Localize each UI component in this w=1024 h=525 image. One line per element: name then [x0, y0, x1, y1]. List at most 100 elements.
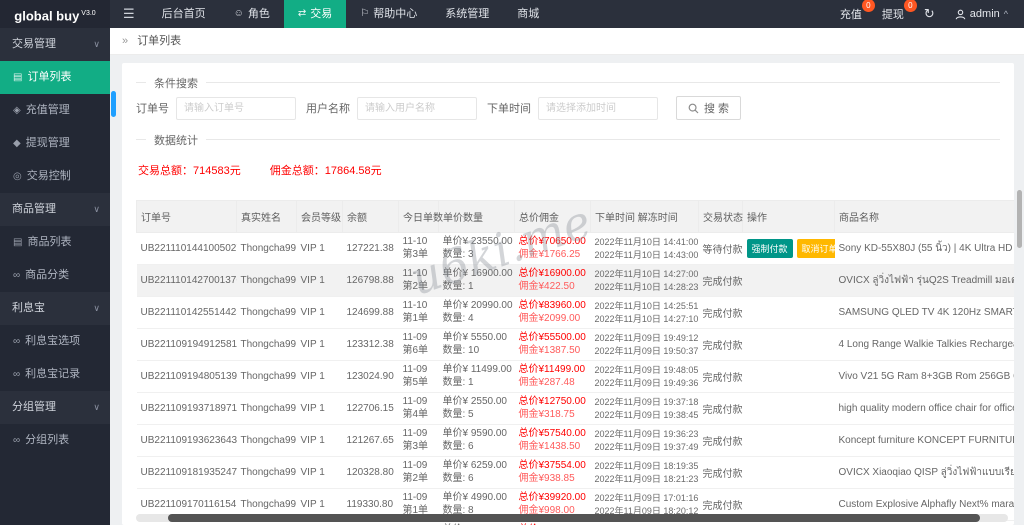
order-seq: 第6单 [402, 344, 429, 356]
real-name-cell: Thongcha99 [236, 520, 297, 525]
stats-line: 交易总额：714583元 佣金总额：17864.58元 [136, 153, 1000, 188]
sidebar-item[interactable]: ◎ 交易控制 [0, 160, 110, 193]
commission: 佣金¥422.50 [518, 280, 575, 292]
unfreeze-time: 2022年11月09日 19:50:37 [594, 345, 699, 356]
top-nav-item[interactable]: 后台首页 [148, 0, 220, 28]
user-name-input[interactable] [357, 96, 477, 120]
actions-cell [742, 392, 835, 425]
sidebar-group-label: 商品管理 [12, 203, 56, 215]
sidebar-item[interactable]: ◈ 充值管理 [0, 94, 110, 127]
total-price: 总价¥37554.00 [518, 460, 586, 471]
top-navbar: global buy V3.0 ☰ 后台首页 ☺ 角色 ⇄ 交易 ⚐ 帮助中心 系统管理 商城 充… [0, 0, 1024, 28]
balance-cell: 126798.88 [342, 264, 399, 297]
withdraw-link[interactable]: 提现 0 [882, 0, 917, 22]
unfreeze-time: 2022年11月10日 14:27:10 [594, 313, 699, 324]
top-nav-item[interactable]: 商城 [503, 0, 553, 28]
chevron-down-icon: ∨ [93, 402, 100, 412]
quantity: 数量: 10 [442, 344, 480, 356]
horizontal-scrollbar-track[interactable] [136, 514, 1008, 522]
user-menu[interactable]: admin ^ [955, 8, 1008, 20]
top-nav-items: 后台首页 ☺ 角色 ⇄ 交易 ⚐ 帮助中心 系统管理 商城 [148, 0, 554, 28]
commission: 佣金¥998.00 [518, 504, 575, 516]
order-time-input[interactable] [538, 96, 658, 120]
sidebar-group-header[interactable]: 利息宝 ∨ [0, 292, 110, 325]
commission-total-label: 佣金总额： [269, 165, 325, 177]
cancel-order-button[interactable]: 取消订单 [796, 239, 835, 258]
order-time: 2022年11月09日 17:01:16 [594, 493, 699, 503]
commission: 佣金¥318.75 [518, 408, 575, 420]
sidebar-group-header[interactable]: 分组管理 ∨ [0, 391, 110, 424]
unit-price: 单价¥ 20990.00 [442, 300, 513, 311]
sidebar-item[interactable]: ∞ 分组列表 [0, 424, 110, 457]
recharge-link[interactable]: 充值 0 [839, 0, 875, 22]
member-level-cell: VIP 1 [296, 392, 343, 425]
order-row: UB2211091936236435 Thongcha99 VIP 1 121267.… [136, 424, 1014, 457]
column-header: 今日单数 [398, 200, 443, 233]
cart-icon: ▤ [13, 237, 23, 248]
content-panel: 条件搜索 订单号 用户名称 下单时间 搜 索 [122, 63, 1014, 525]
member-level-cell: VIP 1 [296, 360, 343, 393]
unfreeze-time: 2022年11月09日 19:37:49 [594, 441, 699, 452]
force-pay-button[interactable]: 强制付款 [746, 239, 793, 258]
sidebar-group-header[interactable]: 交易管理 ∨ [0, 28, 110, 61]
quantity: 数量: 5 [442, 408, 474, 420]
horizontal-scrollbar-thumb[interactable] [168, 514, 980, 522]
top-nav-item[interactable]: ⇄ 交易 [283, 0, 347, 28]
order-day: 11-10 [402, 300, 428, 311]
user-name-label: 用户名称 [306, 103, 350, 115]
quantity: 数量: 1 [442, 376, 474, 388]
unit-price-qty-cell: 单价¥ 9590.00 数量: 6 [438, 424, 515, 457]
order-time: 2022年11月10日 14:41:00 [594, 237, 699, 247]
column-header: 总价佣金 [514, 200, 591, 233]
today-orders-cell: 11-09 第2单 [398, 456, 439, 489]
trade-status-cell: 完成付款 [698, 520, 743, 525]
order-row: UB2211101441005027 Thongcha99 VIP 1 127221.… [136, 232, 1014, 265]
total-commission-cell: 总价¥37554.00 佣金¥938.85 [514, 456, 591, 489]
quantity: 数量: 8 [442, 504, 474, 516]
sidebar-item[interactable]: ∞ 利息宝记录 [0, 358, 110, 391]
refresh-icon[interactable]: ↻ [923, 6, 935, 21]
top-nav-item[interactable]: 系统管理 [431, 0, 503, 28]
trade-status-cell: 完成付款 [698, 424, 743, 457]
real-name-cell: Thongcha99 [236, 232, 297, 265]
stats-legend: 数据统计 [146, 132, 206, 148]
sidebar-group-label: 分组管理 [12, 401, 56, 413]
top-nav-item[interactable]: ☺ 角色 [220, 0, 284, 28]
unit-price: 单价¥ 9590.00 [442, 428, 508, 439]
balance-cell: 120328.80 [342, 456, 399, 489]
link-icon: ∞ [13, 336, 21, 347]
order-id-cell: UB2211021408527137 [136, 520, 237, 525]
vertical-scrollbar-thumb[interactable] [1017, 190, 1022, 248]
sidebar-item[interactable]: ∞ 利息宝选项 [0, 325, 110, 358]
total-price: 总价¥16900.00 [518, 268, 586, 279]
breadcrumb-label: 订单列表 [137, 35, 182, 47]
commission: 佣金¥287.48 [518, 376, 575, 388]
order-time-cell: 2022年11月10日 14:27:00 2022年11月10日 14:28:23 [590, 264, 699, 297]
member-level-cell: VIP 1 [296, 328, 343, 361]
sidebar-item[interactable]: ∞ 商品分类 [0, 259, 110, 292]
hamburger-icon[interactable]: ☰ [123, 6, 135, 21]
recharge-label: 充值 [839, 9, 862, 21]
sidebar-group-header[interactable]: 商品管理 ∨ [0, 193, 110, 226]
order-no-input[interactable] [176, 96, 296, 120]
total-commission-cell: 总价¥11499.00 佣金¥287.48 [514, 360, 591, 393]
sidebar-item[interactable]: ◆ 提现管理 [0, 127, 110, 160]
trade-status-cell: 完成付款 [698, 456, 743, 489]
order-time-cell: 2022年11月09日 19:37:18 2022年11月09日 19:38:45 [590, 392, 699, 425]
sidebar-item[interactable]: ▤ 商品列表 [0, 226, 110, 259]
order-row: UB2211091937189717 Thongcha99 VIP 1 122706.… [136, 392, 1014, 425]
column-header: 余额 [342, 200, 399, 233]
top-nav-item[interactable]: ⚐ 帮助中心 [346, 0, 431, 28]
today-orders-cell: 11-10 第1单 [398, 296, 439, 329]
quantity: 数量: 4 [442, 312, 474, 324]
product-name-cell: Sony KD-55X80J (55 นิ้ว) | 4K Ultra HD |… [834, 232, 1014, 265]
real-name-cell: Thongcha99 [236, 392, 297, 425]
search-button[interactable]: 搜 索 [676, 96, 742, 120]
total-commission-cell: 总价¥83960.00 佣金¥2099.00 [514, 296, 591, 329]
order-seq: 第2单 [402, 280, 429, 292]
ticket-icon: ◈ [13, 105, 21, 116]
trade-total-value: 714583元 [193, 165, 241, 177]
column-header: 真实姓名 [236, 200, 297, 233]
sidebar-item[interactable]: ▤ 订单列表 [0, 61, 110, 94]
order-seq: 第3单 [402, 248, 429, 260]
